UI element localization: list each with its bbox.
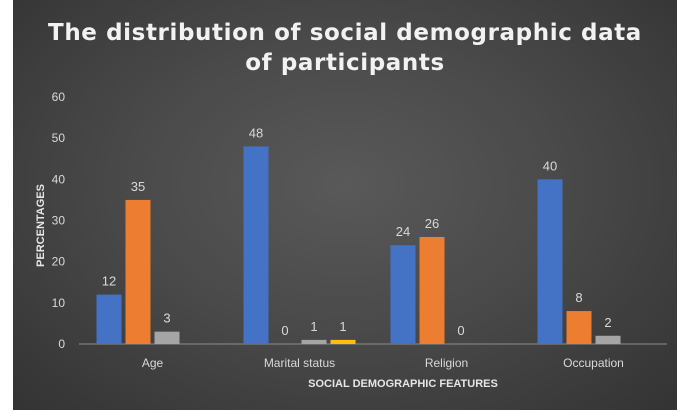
data-label: 12	[102, 274, 116, 289]
bar-1-2	[243, 146, 269, 344]
y-tick-label: 30	[52, 214, 66, 228]
bar-2-1	[125, 199, 151, 344]
x-tick-label: Marital status	[264, 356, 335, 370]
x-tick-label: Occupation	[563, 356, 624, 370]
x-tick-label: Religion	[425, 356, 468, 370]
y-axis-title: PERCENTAGES	[35, 184, 47, 267]
bar-3-1	[154, 331, 180, 344]
data-label: 26	[425, 216, 439, 231]
bar-3-4	[595, 335, 621, 344]
data-label: 24	[396, 224, 410, 239]
chart-title: The distribution of social demographic d…	[48, 20, 642, 76]
data-label: 8	[575, 290, 582, 305]
y-tick-label: 10	[52, 296, 66, 310]
bar-1-4	[537, 179, 563, 344]
data-label: 1	[339, 319, 346, 334]
bar-2-3	[419, 236, 445, 344]
bar-2-4	[566, 311, 592, 344]
data-label: 40	[543, 158, 557, 173]
y-tick-label: 60	[52, 90, 66, 104]
y-tick-label: 0	[58, 337, 65, 351]
bar-1-3	[390, 245, 416, 344]
data-label: 0	[281, 323, 288, 338]
data-label: 48	[249, 125, 263, 140]
data-label: 0	[457, 323, 464, 338]
y-tick-label: 40	[52, 172, 66, 186]
data-label: 35	[131, 179, 145, 194]
x-axis-title: SOCIAL DEMOGRAPHIC FEATURES	[308, 378, 498, 390]
y-tick-label: 20	[52, 255, 66, 269]
bar-4-2	[330, 339, 356, 344]
x-tick-label: Age	[142, 356, 164, 370]
data-label: 3	[163, 311, 170, 326]
data-label: 1	[310, 319, 317, 334]
bar-3-2	[301, 339, 327, 344]
bar-1-1	[96, 294, 122, 344]
data-label: 2	[604, 315, 611, 330]
chart-area: The distribution of social demographic d…	[13, 0, 677, 410]
y-tick-label: 50	[52, 131, 66, 145]
